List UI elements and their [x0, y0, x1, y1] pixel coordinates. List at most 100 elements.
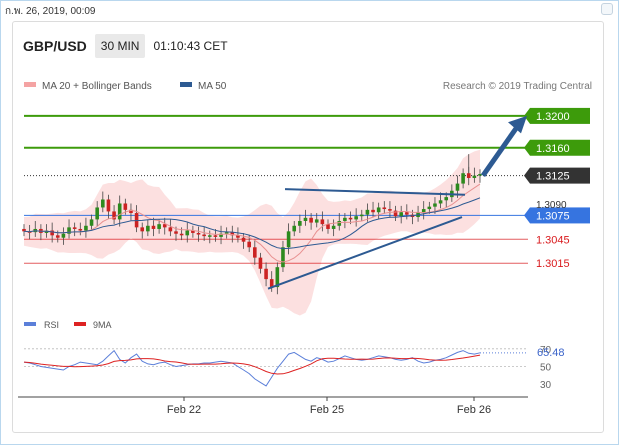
candle-body — [343, 217, 347, 221]
ma50-legend-swatch — [180, 82, 192, 87]
time-tick-label: Feb 22 — [167, 404, 201, 416]
rsi-last-value: 65.48 — [537, 347, 565, 359]
rsi-plot: RSI 9MA 70 50 30 65.48 — [23, 320, 565, 391]
candle-body — [55, 235, 60, 238]
candle-body — [393, 210, 398, 217]
candle-body — [433, 203, 437, 207]
level-label-hidden: 1.3090 — [536, 200, 567, 211]
rsi-tick-50: 50 — [540, 363, 552, 374]
candle-body — [117, 203, 122, 220]
level-badge-tip-1.3160 — [524, 139, 530, 156]
level-badge-1.3125 — [530, 167, 590, 184]
ma50-line — [23, 197, 481, 250]
candle-body — [146, 225, 150, 232]
interval-button[interactable]: 30 MIN — [94, 34, 146, 58]
main-legend: MA 20 + Bollinger Bands MA 50 Research ©… — [24, 81, 592, 92]
candle-body — [348, 217, 353, 220]
candle-body — [185, 230, 190, 236]
ma20-legend-swatch — [24, 82, 36, 87]
ma20-legend-label: MA 20 + Bollinger Bands — [42, 81, 152, 92]
level-label-1.3200: 1.3200 — [536, 111, 570, 123]
candle-body — [472, 175, 477, 179]
candle-body — [258, 257, 263, 269]
candle-body — [303, 217, 308, 221]
candle-body — [405, 212, 409, 215]
candle-body — [309, 217, 313, 223]
candle-body — [168, 227, 173, 232]
candle-body — [196, 232, 201, 235]
candle-body — [112, 211, 116, 220]
candle-body — [162, 224, 167, 228]
candle-body — [89, 219, 94, 226]
rsi-line — [23, 349, 481, 387]
support-trendline — [267, 216, 463, 290]
candle-body — [354, 216, 358, 220]
rsi-ma-legend-label: 9MA — [93, 320, 112, 330]
candle-body — [157, 224, 161, 229]
level-badge-tip-1.3075 — [524, 207, 530, 224]
candle-body — [22, 228, 26, 232]
candle-body — [359, 214, 364, 217]
clock-label: 01:10:43 CET — [153, 39, 228, 53]
candle-body — [101, 199, 105, 208]
candle-body — [95, 207, 99, 220]
candle-body — [326, 224, 330, 229]
candle-body — [444, 197, 449, 201]
ma50-legend-label: MA 50 — [198, 81, 227, 92]
resistance-trendline — [284, 188, 466, 196]
candle-body — [438, 200, 443, 204]
candle-body — [269, 279, 274, 288]
bollinger-band-area — [24, 149, 480, 316]
rsi-tick-70: 70 — [540, 345, 552, 356]
candle-body — [365, 209, 370, 215]
level-badge-1.3075 — [530, 207, 590, 224]
candle-body — [331, 225, 336, 229]
candle-body — [264, 268, 268, 280]
level-badge-1.3200 — [530, 107, 590, 124]
window-control-icon[interactable] — [601, 3, 613, 15]
candle-body — [371, 209, 375, 213]
candle-body — [421, 209, 426, 213]
candle-body — [337, 220, 342, 226]
candle-body — [224, 232, 229, 234]
candle-body — [44, 230, 49, 233]
candle-body — [213, 235, 218, 237]
level-label-1.3015: 1.3015 — [536, 258, 570, 270]
level-label-1.3075: 1.3075 — [536, 210, 570, 222]
candle-body — [179, 233, 184, 236]
candle-body — [376, 207, 381, 213]
time-tick-label: Feb 26 — [457, 404, 491, 416]
timestamp: ก.พ. 26, 2019, 00:09 — [5, 6, 96, 17]
candle-body — [174, 231, 178, 234]
candle-body — [478, 174, 482, 176]
candle-body — [140, 227, 145, 232]
rsi-legend-label: RSI — [44, 320, 59, 330]
level-label-1.3045: 1.3045 — [536, 234, 570, 246]
symbol-label: GBP/USD — [23, 38, 87, 54]
candle-body — [320, 219, 325, 225]
price-plot: 1.3200 1.3160 1.3125 1.3075 1.3045 1.3015 1.30… — [22, 107, 590, 316]
candle-body — [50, 230, 54, 236]
time-axis: Feb 22 Feb 25 Feb 26 — [18, 396, 528, 416]
projection-arrow-head — [508, 115, 527, 134]
candle-body — [151, 225, 156, 229]
time-tick-label: Feb 25 — [310, 404, 344, 416]
source-label: Research © 2019 Trading Central — [443, 81, 592, 92]
rsi-legend-swatch — [24, 322, 36, 326]
candle-body — [129, 209, 133, 214]
candle-body — [219, 233, 223, 237]
candle-body — [292, 225, 297, 232]
candle-body — [123, 203, 128, 210]
candle-body — [275, 267, 280, 288]
chart-header: GBP/USD 30 MIN 01:10:43 CET — [21, 34, 228, 58]
rsi-ma-line — [23, 354, 481, 375]
candle-body — [207, 235, 212, 237]
candle-body — [247, 241, 251, 248]
candle-body — [67, 227, 71, 234]
candle-body — [286, 231, 291, 248]
candle-body — [72, 227, 77, 229]
candle-body — [253, 247, 257, 258]
candle-body — [455, 183, 460, 191]
candle-body — [427, 206, 432, 210]
